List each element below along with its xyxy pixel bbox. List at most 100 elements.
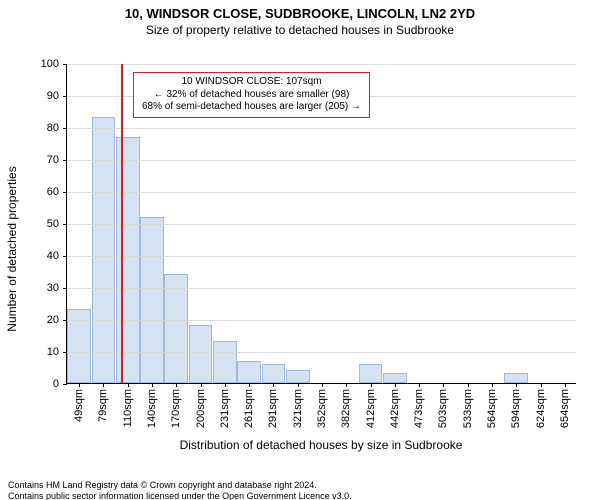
xtick-label: 564sqm	[486, 389, 498, 428]
xtick-mark	[419, 383, 420, 387]
xtick-mark	[273, 383, 274, 387]
attribution-line-2: Contains public sector information licen…	[8, 491, 352, 500]
chart-area: Number of detached properties 0102030405…	[40, 64, 580, 434]
xtick-label: 231sqm	[219, 389, 231, 428]
callout-box: 10 WINDSOR CLOSE: 107sqm ← 32% of detach…	[133, 72, 370, 118]
xtick-label: 533sqm	[462, 389, 474, 428]
xtick-label: 503sqm	[437, 389, 449, 428]
grid-line	[67, 256, 576, 257]
xtick-label: 594sqm	[510, 389, 522, 428]
xtick-mark	[516, 383, 517, 387]
y-axis-label: Number of detached properties	[5, 166, 19, 331]
xtick-mark	[79, 383, 80, 387]
ytick-label: 30	[47, 282, 59, 294]
ytick-mark	[63, 224, 67, 225]
xtick-label: 321sqm	[292, 389, 304, 428]
xtick-label: 49sqm	[73, 389, 85, 422]
bar	[383, 373, 407, 383]
callout-line-2: ← 32% of detached houses are smaller (98…	[142, 89, 361, 102]
xtick-mark	[468, 383, 469, 387]
chart-container: { "title": "10, WINDSOR CLOSE, SUDBROOKE…	[0, 6, 600, 500]
xtick-label: 654sqm	[559, 389, 571, 428]
grid-line	[67, 192, 576, 193]
ytick-label: 80	[47, 122, 59, 134]
ytick-label: 40	[47, 250, 59, 262]
xtick-label: 261sqm	[243, 389, 255, 428]
ytick-label: 50	[47, 218, 59, 230]
ytick-mark	[63, 64, 67, 65]
xtick-mark	[322, 383, 323, 387]
ytick-mark	[63, 192, 67, 193]
xtick-mark	[565, 383, 566, 387]
x-axis-label: Distribution of detached houses by size …	[66, 438, 576, 452]
bar	[140, 217, 164, 383]
xtick-label: 79sqm	[97, 389, 109, 422]
xtick-mark	[103, 383, 104, 387]
xtick-label: 352sqm	[316, 389, 328, 428]
grid-line	[67, 64, 576, 65]
xtick-mark	[128, 383, 129, 387]
bar	[237, 361, 261, 383]
grid-line	[67, 320, 576, 321]
bar	[359, 364, 383, 383]
chart-subtitle: Size of property relative to detached ho…	[0, 23, 600, 37]
ytick-mark	[63, 384, 67, 385]
xtick-label: 200sqm	[195, 389, 207, 428]
grid-line	[67, 128, 576, 129]
ytick-mark	[63, 352, 67, 353]
ytick-mark	[63, 256, 67, 257]
xtick-label: 442sqm	[389, 389, 401, 428]
xtick-mark	[176, 383, 177, 387]
ytick-label: 0	[53, 378, 59, 390]
xtick-mark	[395, 383, 396, 387]
marker-line	[121, 64, 123, 383]
xtick-mark	[443, 383, 444, 387]
xtick-label: 382sqm	[340, 389, 352, 428]
xtick-mark	[152, 383, 153, 387]
bar	[504, 373, 528, 383]
xtick-mark	[225, 383, 226, 387]
callout-line-3: 68% of semi-detached houses are larger (…	[142, 101, 361, 114]
ytick-mark	[63, 160, 67, 161]
ytick-label: 10	[47, 346, 59, 358]
attribution-line-1: Contains HM Land Registry data © Crown c…	[8, 480, 352, 491]
ytick-label: 90	[47, 90, 59, 102]
plot-area: 010203040506070809010049sqm79sqm110sqm14…	[66, 64, 576, 384]
xtick-mark	[298, 383, 299, 387]
grid-line	[67, 224, 576, 225]
bar	[213, 341, 237, 383]
xtick-mark	[371, 383, 372, 387]
chart-title: 10, WINDSOR CLOSE, SUDBROOKE, LINCOLN, L…	[0, 6, 600, 21]
bar	[262, 364, 286, 383]
ytick-label: 60	[47, 186, 59, 198]
ytick-label: 70	[47, 154, 59, 166]
ytick-label: 100	[41, 58, 59, 70]
xtick-label: 291sqm	[267, 389, 279, 428]
xtick-label: 473sqm	[413, 389, 425, 428]
ytick-label: 20	[47, 314, 59, 326]
grid-line	[67, 352, 576, 353]
xtick-mark	[541, 383, 542, 387]
attribution: Contains HM Land Registry data © Crown c…	[8, 480, 352, 500]
grid-line	[67, 288, 576, 289]
xtick-mark	[249, 383, 250, 387]
xtick-label: 624sqm	[535, 389, 547, 428]
xtick-label: 412sqm	[365, 389, 377, 428]
bar	[286, 370, 310, 383]
ytick-mark	[63, 288, 67, 289]
bar	[189, 325, 213, 383]
xtick-mark	[492, 383, 493, 387]
bar	[164, 274, 188, 383]
callout-line-1: 10 WINDSOR CLOSE: 107sqm	[142, 76, 361, 89]
xtick-mark	[201, 383, 202, 387]
ytick-mark	[63, 320, 67, 321]
xtick-label: 110sqm	[122, 389, 134, 427]
xtick-label: 170sqm	[170, 389, 182, 428]
bar	[116, 137, 140, 383]
xtick-label: 140sqm	[146, 389, 158, 428]
xtick-mark	[346, 383, 347, 387]
bar	[92, 117, 116, 383]
grid-line	[67, 160, 576, 161]
ytick-mark	[63, 128, 67, 129]
ytick-mark	[63, 96, 67, 97]
